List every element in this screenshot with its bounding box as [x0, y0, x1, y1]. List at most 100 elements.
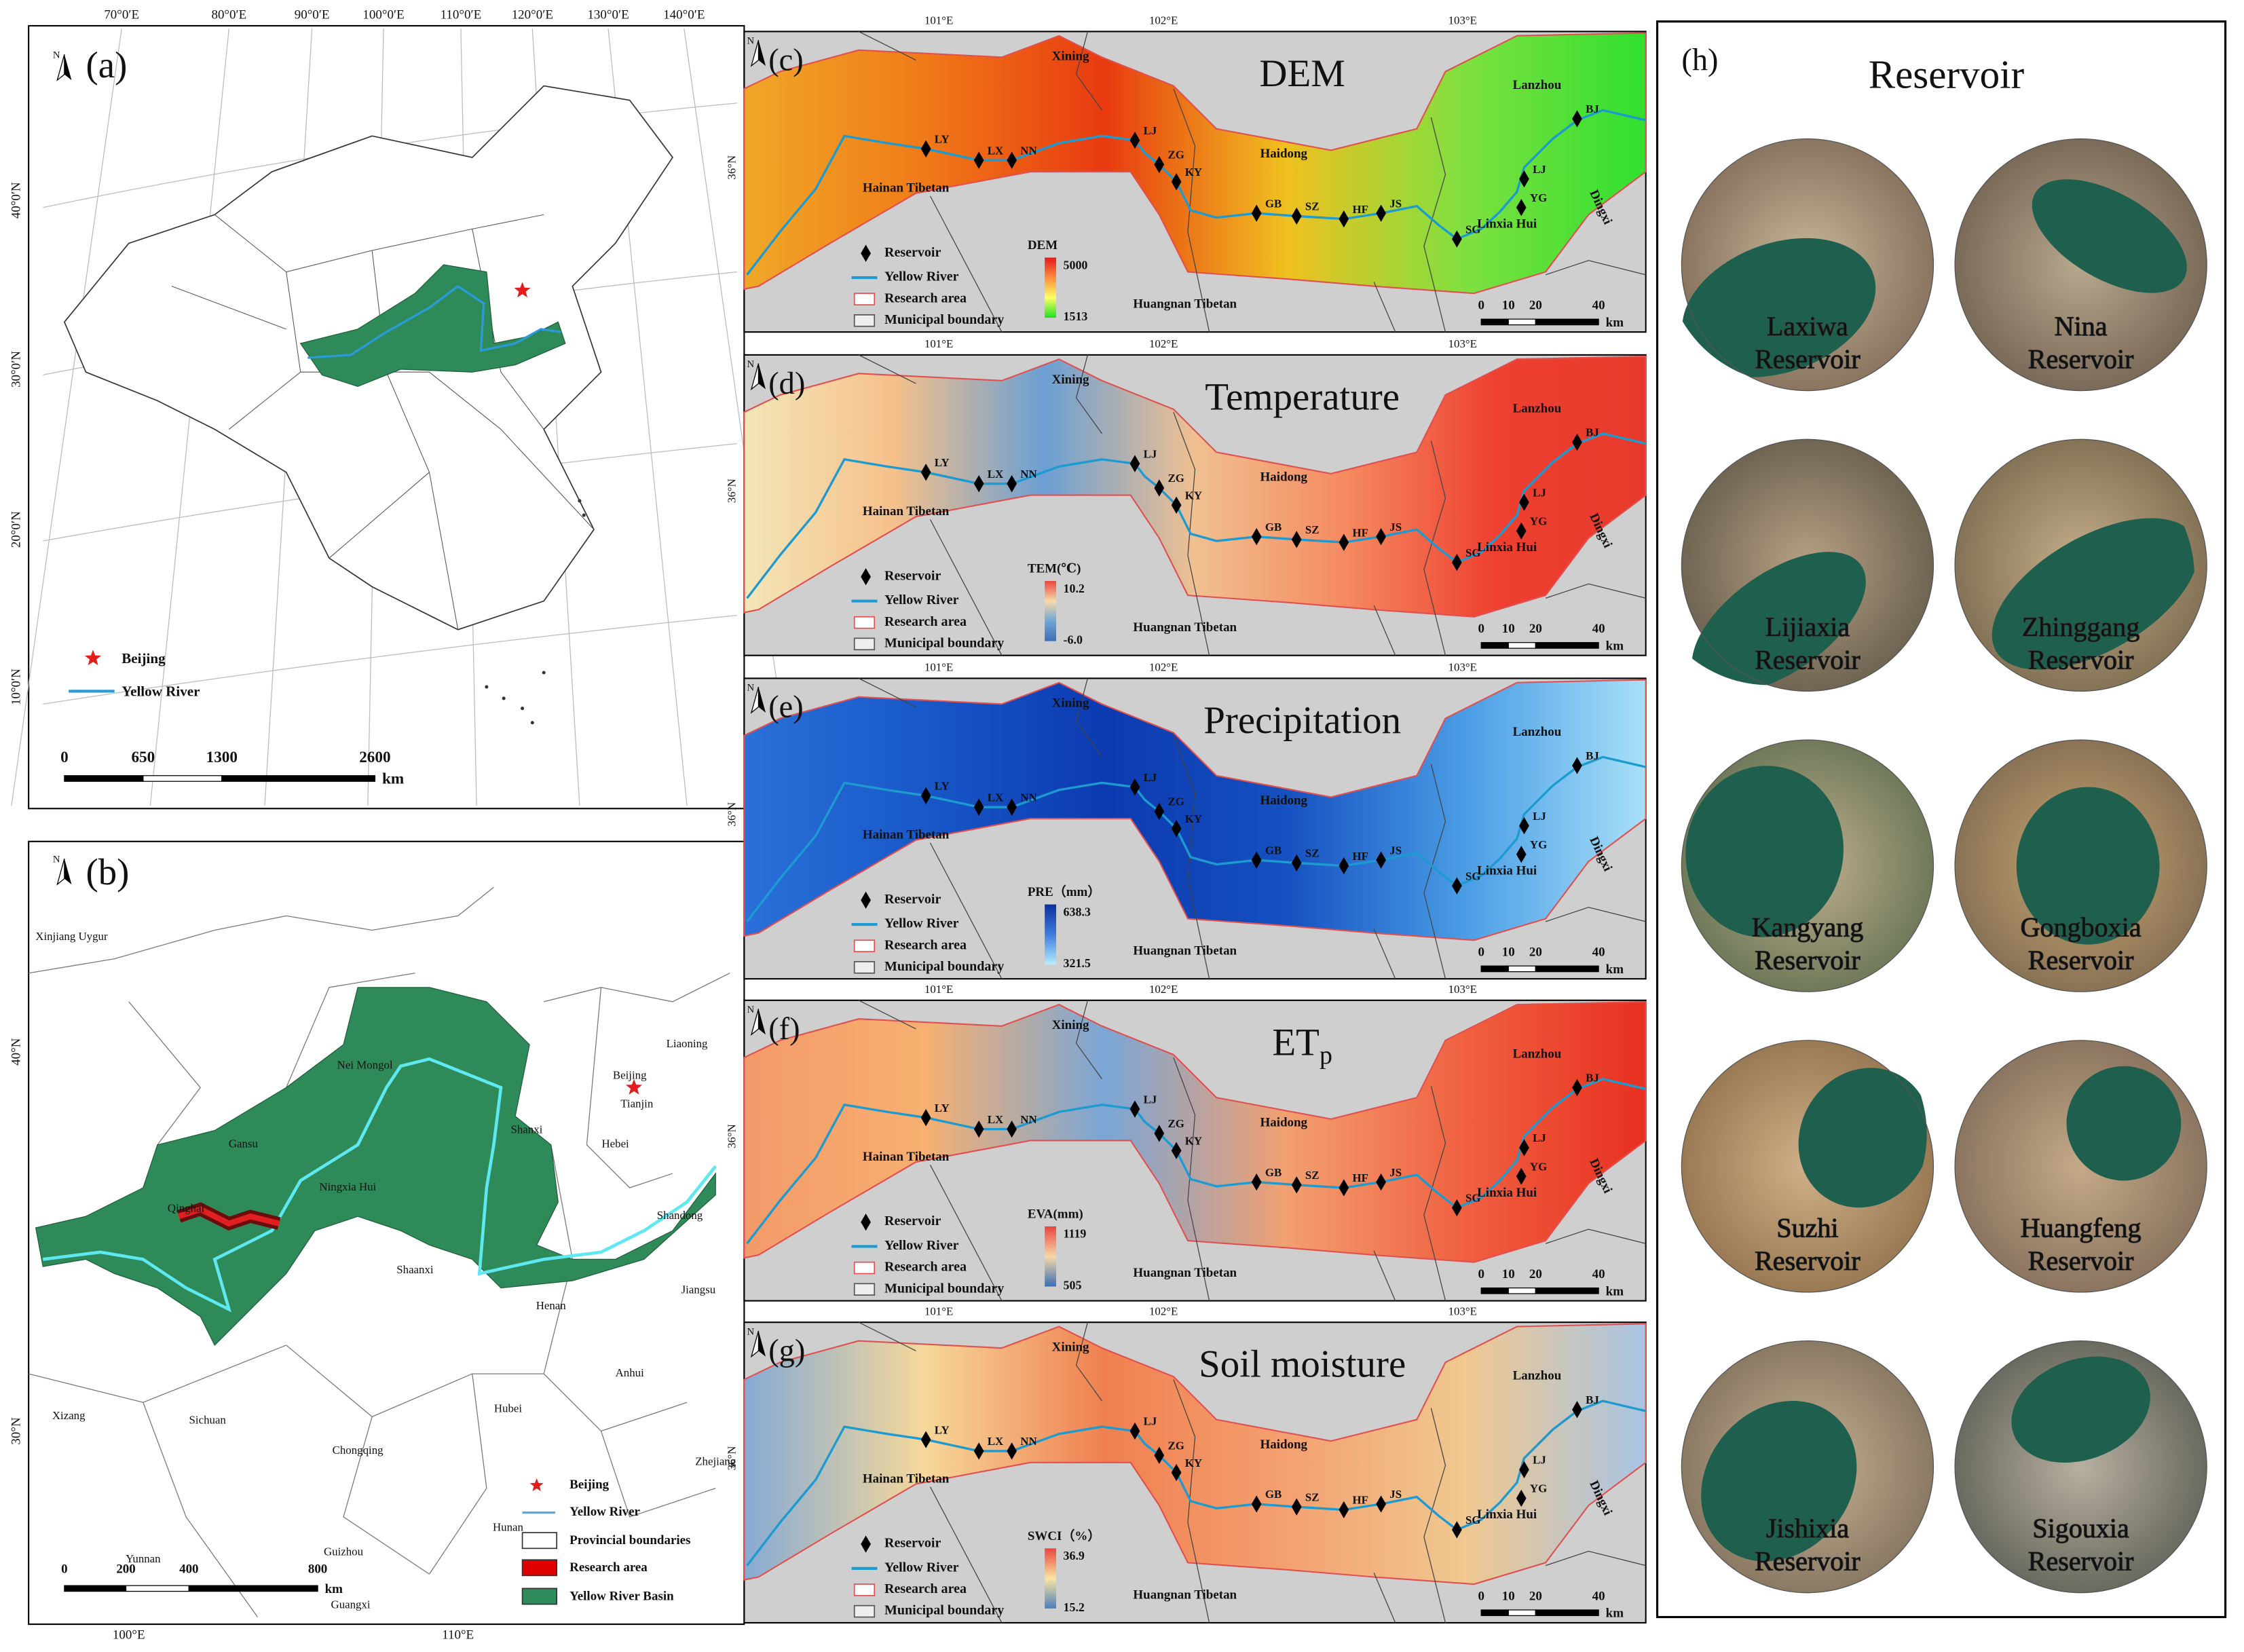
scale-segment	[1480, 318, 1509, 326]
municipal-boundary	[929, 1486, 1003, 1623]
reservoir-name: Reservoir	[1755, 344, 1860, 375]
reservoir-code: SZ	[1305, 1169, 1320, 1182]
scale-label: 0	[1478, 1267, 1484, 1281]
reservoir-code: SG	[1465, 223, 1481, 236]
research-area	[743, 32, 1647, 295]
scale-label: 0	[1478, 299, 1484, 313]
legend-swatch	[853, 293, 876, 305]
reservoir-water	[1701, 1400, 1857, 1562]
place-label: Hainan Tibetan	[863, 1471, 950, 1486]
place-label: Hainan Tibetan	[863, 1150, 950, 1164]
reservoir-code: GB	[1265, 1488, 1282, 1501]
scale-label: 0	[1478, 945, 1484, 960]
reservoir-marker	[920, 464, 931, 481]
lat-tick-label: 10°0′N	[10, 669, 24, 705]
legend-swatch	[853, 1261, 876, 1275]
lon-tick-label: 102°E	[1149, 14, 1178, 27]
reservoir-marker	[1154, 1125, 1165, 1142]
graticule	[43, 615, 737, 705]
reservoir-code: HF	[1352, 203, 1368, 216]
colorbar-max: 36.9	[1064, 1549, 1085, 1562]
yellow-river	[307, 284, 561, 359]
legend-label: Reservoir	[884, 568, 941, 583]
municipal-boundary	[1423, 1086, 1446, 1301]
scale-label: 0	[61, 1562, 67, 1576]
scale-segment	[1535, 642, 1599, 649]
place-label: Lanzhou	[1513, 401, 1562, 415]
reservoir-marker	[1519, 816, 1529, 835]
lat-tick-label: 36°N	[725, 802, 738, 827]
reservoir-code: BJ	[1586, 426, 1599, 439]
scale-label: 650	[131, 749, 155, 766]
reservoir-marker	[1339, 1179, 1349, 1197]
reservoir-code: LY	[935, 456, 950, 469]
colorbar	[1045, 1226, 1057, 1287]
municipal-boundary	[1423, 440, 1446, 656]
reservoir-code: LX	[988, 1113, 1003, 1126]
scale-label: 400	[179, 1562, 198, 1576]
municipal-boundary	[1545, 907, 1646, 922]
place-label: Jiangsu	[681, 1283, 716, 1296]
panel-title-main: DEM	[1259, 52, 1345, 95]
legend-marker	[861, 1213, 871, 1231]
scale-unit: km	[1606, 1284, 1624, 1298]
image-border	[1681, 138, 1934, 392]
island	[542, 671, 546, 675]
reservoir-water	[1991, 518, 2199, 670]
place-label: Guizhou	[324, 1545, 364, 1558]
north-arrow	[758, 1009, 766, 1035]
scale-label: 10	[1502, 622, 1515, 636]
reservoir-marker	[1007, 1442, 1017, 1460]
island	[521, 707, 525, 711]
reservoir-marker	[1171, 496, 1182, 514]
reservoir-water	[2032, 179, 2187, 293]
scale-label: 1300	[206, 749, 238, 766]
reservoir-marker	[973, 798, 984, 816]
scale-label: 40	[1592, 1267, 1605, 1281]
legend-label: Reservoir	[884, 245, 941, 260]
place-label: Sichuan	[189, 1414, 227, 1427]
north-arrow	[758, 687, 766, 713]
reservoir-name: Kangyang	[1752, 912, 1864, 943]
reservoir-marker	[1376, 1173, 1387, 1191]
reservoir-name: Reservoir	[2028, 1546, 2134, 1577]
municipal-boundary	[1545, 583, 1646, 599]
panel-label: (a)	[86, 44, 128, 86]
image-border	[1954, 138, 2207, 392]
panel-title-sub: p	[1320, 1041, 1332, 1070]
scale-label: 10	[1502, 1267, 1515, 1281]
legend-label: Yellow River	[884, 1238, 959, 1253]
reservoir-code: NN	[1020, 791, 1036, 804]
island	[530, 721, 534, 725]
lon-tick-label: 100°0′E	[362, 8, 404, 22]
north-arrow	[758, 363, 766, 390]
municipal-boundary	[1173, 412, 1210, 656]
reservoir-marker	[1572, 433, 1582, 451]
reservoir-code: LX	[988, 791, 1003, 804]
reservoir-code: LJ	[1533, 810, 1546, 823]
reservoir-marker	[1376, 1495, 1387, 1513]
reservoir-marker	[1171, 1463, 1182, 1482]
reservoir-code: SZ	[1305, 523, 1320, 536]
reservoir-name: Gongboxia	[2021, 912, 2142, 943]
municipal-boundary	[1075, 354, 1102, 434]
scale-unit: km	[1606, 316, 1624, 330]
place-label: Linxia Hui	[1477, 863, 1537, 878]
province-boundary	[371, 250, 459, 630]
place-label: Hainan Tibetan	[863, 181, 950, 195]
scale-label: 10	[1502, 945, 1515, 960]
reservoir-code: GB	[1265, 1166, 1282, 1179]
place-label: Gansu	[229, 1138, 259, 1150]
place-label: Hunan	[493, 1521, 524, 1534]
reservoir-code: LJ	[1533, 163, 1546, 176]
place-label: Hainan Tibetan	[863, 828, 950, 842]
reservoir-marker	[1572, 110, 1582, 128]
reservoir-marker	[1251, 1173, 1262, 1191]
reservoir-marker	[973, 475, 984, 493]
place-label: Linxia Hui	[1477, 217, 1537, 231]
reservoir-marker	[1007, 1120, 1017, 1138]
place-label: Lanzhou	[1513, 78, 1562, 92]
municipal-boundary	[858, 1321, 916, 1351]
